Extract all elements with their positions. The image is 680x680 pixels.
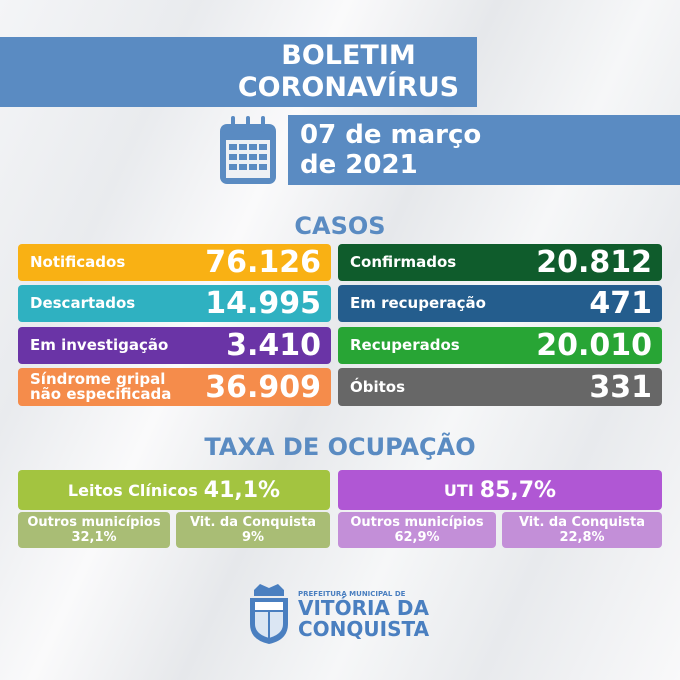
uti-total: UTI 85,7%: [338, 470, 662, 510]
uti-vdc-value: 22,8%: [559, 530, 605, 545]
case-value: 20.010: [536, 328, 652, 363]
case-value: 36.909: [205, 369, 321, 405]
case-label-line: Confirmados: [350, 253, 457, 271]
case-value: 331: [589, 369, 652, 405]
case-box-descartados: Descartados 14.995: [18, 285, 331, 322]
case-label-line: Em investigação: [30, 336, 169, 354]
logo-line-2: VITÓRIA DA: [298, 596, 429, 620]
leitos-clinicos-total: Leitos Clínicos 41,1%: [18, 470, 330, 510]
case-label: Síndrome gripal não especificada: [30, 372, 171, 402]
uti-outros: Outros municípios 62,9%: [338, 512, 496, 548]
uti-outros-label: Outros municípios: [350, 515, 484, 530]
leitos-label: Leitos Clínicos: [67, 480, 198, 500]
leitos-value: 41,1%: [203, 477, 281, 503]
case-box-confirmados: Confirmados 20.812: [338, 244, 662, 281]
case-label: Notificados: [30, 255, 125, 270]
case-label-line-2: não especificada: [30, 385, 172, 403]
date-line-2: de 2021: [300, 150, 418, 180]
coat-of-arms-icon: [250, 584, 288, 644]
uti-vdc: Vit. da Conquista 22,8%: [502, 512, 662, 548]
calendar-icon: [220, 116, 276, 184]
case-value: 471: [589, 286, 652, 321]
case-label: Descartados: [30, 296, 135, 311]
case-label: Recuperados: [350, 338, 460, 353]
title-line-1: BOLETIM: [281, 40, 416, 71]
uti-outros-value: 62,9%: [394, 530, 440, 545]
uti-vdc-label: Vit. da Conquista: [518, 515, 646, 530]
case-value: 14.995: [205, 286, 321, 321]
bulletin-date: 07 de março de 2021: [288, 115, 680, 185]
leitos-outros-value: 32,1%: [71, 530, 117, 545]
uti-value: 85,7%: [479, 477, 557, 503]
case-label: Em investigação: [30, 338, 168, 353]
logo-line-1: PREFEITURA MUNICIPAL DE: [298, 590, 406, 598]
case-box-em-investigacao: Em investigação 3.410: [18, 327, 331, 364]
case-box-em-recuperacao: Em recuperação 471: [338, 285, 662, 322]
case-label-line: Notificados: [30, 253, 126, 271]
case-value: 20.812: [536, 245, 652, 280]
logo-line-3: CONQUISTA: [298, 617, 430, 641]
case-value: 3.410: [226, 328, 321, 363]
leitos-vdc-value: 9%: [241, 530, 265, 545]
casos-heading: CASOS: [294, 212, 386, 240]
case-label: Em recuperação: [350, 296, 486, 311]
case-box-obitos: Óbitos 331: [338, 368, 662, 406]
leitos-vdc: Vit. da Conquista 9%: [176, 512, 330, 548]
prefeitura-logo: PREFEITURA MUNICIPAL DE VITÓRIA DA CONQU…: [246, 584, 436, 645]
case-label-line: Em recuperação: [350, 294, 486, 312]
uti-label: UTI: [443, 480, 474, 500]
case-box-sindrome-gripal: Síndrome gripal não especificada 36.909: [18, 368, 331, 406]
case-box-recuperados: Recuperados 20.010: [338, 327, 662, 364]
case-label-line: Recuperados: [350, 336, 460, 354]
case-value: 76.126: [205, 245, 321, 280]
title-line-2: CORONAVÍRUS: [237, 72, 460, 103]
bulletin-title: BOLETIM CORONAVÍRUS: [0, 37, 477, 107]
case-label-line: Óbitos: [350, 377, 406, 396]
case-label-line: Descartados: [30, 294, 136, 312]
case-box-notificados: Notificados 76.126: [18, 244, 331, 281]
leitos-outros: Outros municípios 32,1%: [18, 512, 170, 548]
date-line-1: 07 de março: [300, 120, 482, 150]
case-label: Óbitos: [350, 377, 406, 396]
leitos-vdc-label: Vit. da Conquista: [189, 515, 317, 530]
ocupacao-heading: TAXA DE OCUPAÇÃO: [204, 433, 476, 461]
case-label: Confirmados: [350, 255, 456, 270]
leitos-outros-label: Outros municípios: [27, 515, 161, 530]
case-label-line: Síndrome gripal: [30, 370, 166, 388]
